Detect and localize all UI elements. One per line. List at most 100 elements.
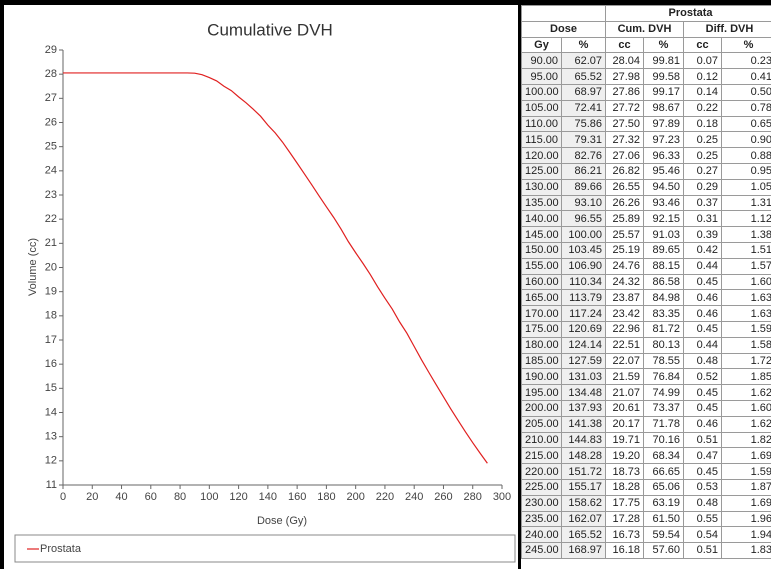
cell: 26.55 (605, 178, 644, 196)
cell: 145.00 (521, 226, 562, 243)
chart: Cumulative DVH Dose (Gy) Volume (cc) 11 1… (4, 5, 518, 569)
cell: 105.00 (521, 99, 562, 117)
cell: 0.45 (683, 463, 722, 480)
cell: 0.78 (720, 99, 771, 117)
cell: 22.51 (605, 336, 644, 354)
cell: 0.53 (683, 478, 722, 496)
data-row: 225.00 155.17 18.28 65.06 0.53 1.87 (521, 478, 771, 496)
cell: 96.55 (561, 210, 606, 228)
cell: 27.50 (605, 115, 644, 133)
cell: 1.83 (720, 542, 771, 559)
cell: 93.10 (561, 194, 606, 212)
cell: 63.19 (643, 494, 684, 512)
group-header: Diff. DVH (682, 20, 771, 38)
cell: 25.57 (605, 226, 644, 243)
y-tick-label: 19 (45, 286, 57, 298)
cell: 66.65 (643, 463, 684, 480)
y-tick-label: 22 (45, 213, 57, 225)
x-tick-label: 100 (200, 491, 218, 503)
cell: 74.99 (643, 384, 684, 401)
cell: 0.47 (683, 447, 722, 465)
cell: 1.72 (720, 352, 771, 370)
y-tick-label: 21 (45, 237, 57, 249)
cell: 160.00 (521, 273, 562, 291)
cell: 1.59 (720, 320, 771, 338)
y-tick-label: 18 (45, 310, 57, 322)
data-row: 190.00 131.03 21.59 76.84 0.52 1.85 (521, 368, 771, 386)
cell: 110.00 (521, 115, 562, 133)
cell: 68.97 (561, 83, 606, 101)
x-tick-label: 240 (405, 491, 423, 503)
y-tick-label: 28 (45, 68, 57, 80)
cell: 0.48 (683, 352, 722, 370)
cell: 57.60 (643, 542, 684, 559)
cell: 27.86 (605, 83, 644, 101)
y-tick-label: 14 (45, 406, 57, 418)
column-header: % (561, 36, 606, 54)
cell: 22.96 (605, 320, 644, 338)
cell: 185.00 (521, 352, 562, 370)
y-tick-label: 29 (45, 44, 57, 56)
cell: 89.66 (561, 178, 606, 196)
cell: 0.14 (683, 83, 722, 101)
cell: 91.03 (643, 226, 684, 243)
x-tick-label: 260 (434, 491, 452, 503)
chart-panel (4, 5, 518, 569)
header-blank (521, 5, 606, 22)
cell: 117.24 (561, 305, 606, 322)
cell: 1.59 (720, 463, 771, 480)
x-tick-label: 180 (317, 491, 335, 503)
y-tick-label: 12 (45, 455, 57, 467)
cell: 59.54 (643, 526, 684, 544)
cell: 21.07 (605, 384, 644, 401)
column-header: % (720, 36, 771, 54)
cell: 1.63 (720, 305, 771, 322)
cell: 124.14 (561, 336, 606, 354)
data-row: 145.00 100.00 25.57 91.03 0.39 1.38 (521, 226, 771, 243)
cell: 1.82 (720, 431, 771, 449)
x-tick-label: 60 (145, 491, 157, 503)
cell: 0.45 (683, 399, 722, 417)
cell: 215.00 (521, 447, 562, 465)
column-header: cc (683, 36, 722, 54)
cell: 78.55 (643, 352, 684, 370)
cell: 165.52 (561, 526, 606, 544)
cell: 1.62 (720, 415, 771, 433)
cell: 110.34 (561, 273, 606, 291)
cell: 151.72 (561, 463, 606, 480)
cell: 106.90 (561, 257, 606, 275)
legend (14, 534, 516, 563)
cell: 0.46 (683, 289, 722, 307)
cell: 18.73 (605, 463, 644, 480)
cell: 24.76 (605, 257, 644, 275)
cell: 75.86 (561, 115, 606, 133)
x-tick-label: 200 (346, 491, 364, 503)
x-tick-label: 120 (229, 491, 247, 503)
cell: 148.28 (561, 447, 606, 465)
cell: 95.00 (521, 68, 562, 85)
cell: 0.42 (683, 241, 722, 259)
cell: 137.93 (561, 399, 606, 417)
dvh-table: Prostata Dose Cum. DVH Diff. DVH Gy% cc% cc% 90… (521, 5, 771, 559)
cell: 0.25 (683, 147, 722, 164)
cell: 20.17 (605, 415, 644, 433)
cell: 0.12 (683, 68, 722, 85)
cell: 0.50 (720, 83, 771, 101)
cell: 0.25 (683, 131, 722, 149)
cell: 1.60 (720, 399, 771, 417)
y-tick-label: 23 (45, 189, 57, 201)
cell: 125.00 (521, 162, 562, 180)
cell: 150.00 (521, 241, 562, 259)
cell: 1.85 (720, 368, 771, 386)
cell: 18.28 (605, 478, 644, 496)
data-row: 90.00 62.07 28.04 99.81 0.07 0.23 (521, 52, 771, 70)
y-tick-label: 17 (45, 334, 57, 346)
cell: 0.46 (683, 415, 722, 433)
cell: 19.71 (605, 431, 644, 449)
cell: 72.41 (561, 99, 606, 117)
cell: 141.38 (561, 415, 606, 433)
cell: 0.39 (683, 226, 722, 243)
cell: 24.32 (605, 273, 644, 291)
cell: 1.87 (720, 478, 771, 496)
cell: 115.00 (521, 131, 562, 149)
